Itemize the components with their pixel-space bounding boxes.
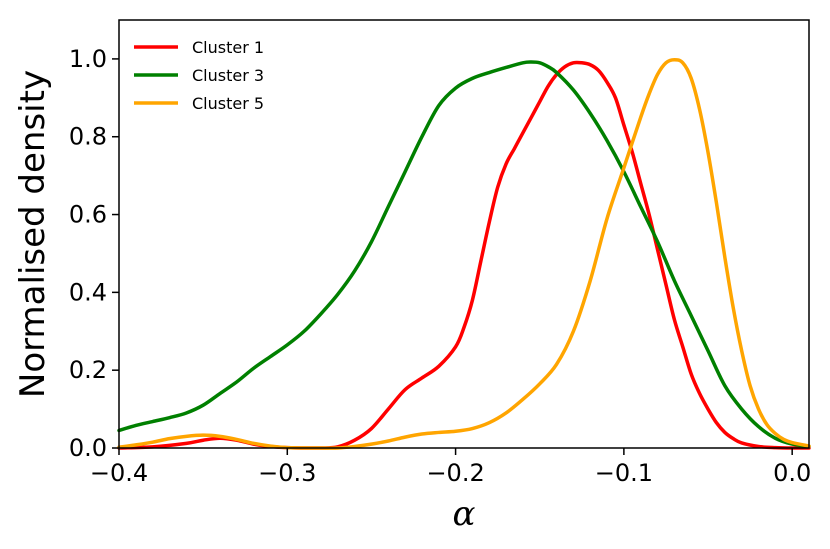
series-layer	[117, 57, 811, 450]
x-tick-label: −0.1	[595, 459, 653, 487]
legend-label: Cluster 3	[192, 66, 264, 85]
x-axis: −0.4 −0.3 −0.2 −0.1 0.0	[90, 448, 811, 487]
y-axis: 0.0 0.2 0.4 0.6 0.8 1.0	[69, 45, 119, 462]
x-axis-title: α	[453, 494, 476, 534]
y-tick-label: 0.2	[69, 356, 107, 384]
plot-frame	[118, 19, 810, 449]
y-tick-label: 0.6	[69, 201, 107, 229]
x-tick-label: 0.0	[773, 459, 811, 487]
legend-label: Cluster 1	[192, 38, 264, 57]
y-tick-label: 1.0	[69, 45, 107, 73]
y-tick-label: 0.0	[69, 434, 107, 462]
legend-label: Cluster 5	[192, 94, 264, 113]
series-line-3	[117, 57, 811, 450]
legend: Cluster 1 Cluster 3 Cluster 5	[134, 38, 264, 113]
y-tick-label: 0.8	[69, 123, 107, 151]
y-axis-title: Normalised density	[13, 70, 53, 398]
x-tick-label: −0.4	[90, 459, 148, 487]
x-tick-label: −0.3	[258, 459, 316, 487]
y-tick-label: 0.4	[69, 278, 107, 306]
series-line-2	[117, 60, 811, 449]
x-tick-label: −0.2	[426, 459, 484, 487]
